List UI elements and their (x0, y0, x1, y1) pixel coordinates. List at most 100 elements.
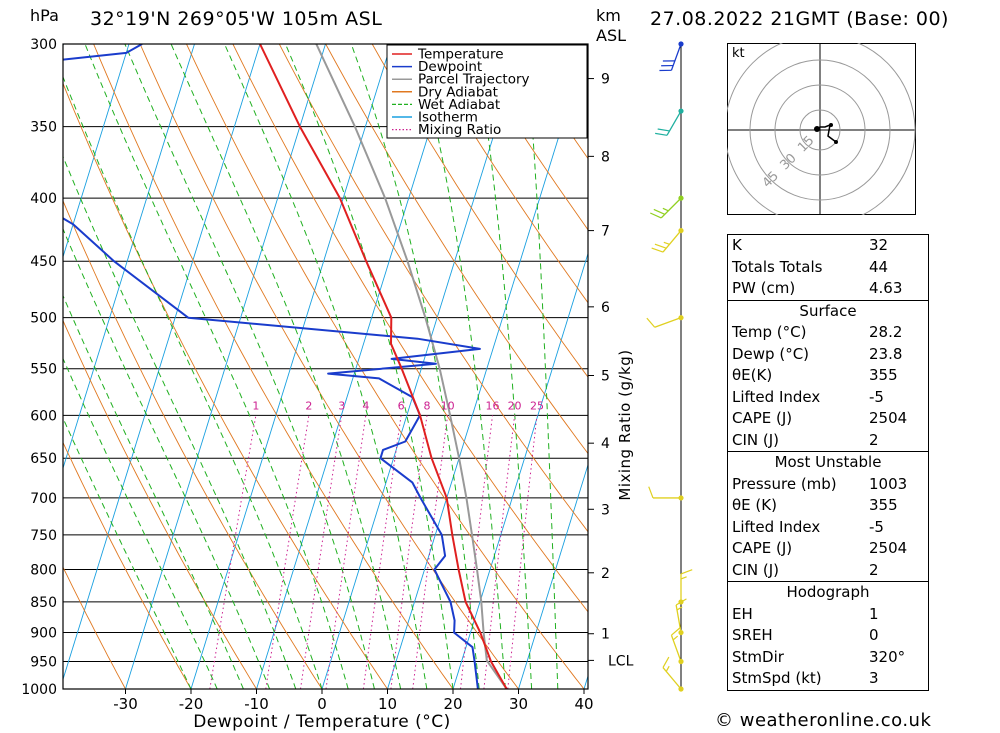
wet-adiabat-line (84, 44, 349, 689)
dry-adiabat-line (186, 44, 585, 689)
station-location: 32°19'N 269°05'W 105m ASL (90, 8, 383, 30)
dry-adiabat-line (371, 44, 588, 378)
pressure-tick-label: 350 (30, 120, 57, 136)
mu-thetae: θE (K) 355 (732, 496, 898, 514)
km-tick-label: 4 (601, 436, 610, 452)
copyright-link[interactable]: © weatheronline.co.uk (715, 710, 932, 731)
dry-adiabat-line (464, 44, 588, 231)
hodograph-block: Hodograph EH 1 SREH 0 StmDir 320° StmSpd (k… (728, 581, 928, 690)
pressure-tick-label: 900 (30, 626, 57, 642)
wind-barb-feather (646, 317, 656, 328)
dry-adiabat-line (232, 44, 588, 613)
mixing-ratio-label: 16 (486, 399, 500, 412)
pressure-tick-label: 750 (30, 528, 57, 544)
isotherm-line (321, 44, 523, 689)
plot-frame (62, 43, 589, 690)
hodograph-unit-label: kt (732, 46, 745, 61)
isotherm-line (63, 44, 130, 259)
wind-barb-staff (660, 197, 682, 219)
km-axis: 1 2 3 4 5 6 7 8 9 LCL (588, 72, 634, 669)
pressure-tick-label: 950 (30, 655, 57, 671)
wind-barb-feather (671, 626, 681, 636)
temperature-line (259, 44, 508, 689)
wind-barb-half-feather (663, 241, 670, 245)
dry-adiabat-line (93, 44, 454, 689)
pressure-axis: 300 350 400 450 500 550 600 650 700 750 800 850 900 9… (21, 37, 57, 698)
isotherm-line (650, 44, 701, 689)
x-axis-title: Dewpoint / Temperature (°C) (193, 712, 451, 732)
hodograph-point (829, 123, 833, 127)
temperature-tick-label: -10 (244, 695, 269, 713)
wet-adiabat-line (474, 44, 533, 689)
hodograph-ring (774, 84, 866, 176)
asl-label: ASL (596, 26, 627, 45)
mixing-ratio-label: 4 (362, 399, 369, 412)
isotherm-line (452, 252, 588, 689)
dry-adiabat-line (418, 44, 588, 304)
mixing-ratio-label: 10 (441, 399, 455, 412)
wet-adiabat-line (63, 75, 323, 689)
legend-label: Parcel Trajectory (418, 72, 530, 88)
wind-barb-dot (678, 658, 684, 665)
hodograph-ring (799, 109, 841, 151)
hodograph-point (834, 140, 838, 144)
mixing-ratio-line (325, 415, 367, 689)
dry-adiabat-line (63, 441, 192, 689)
temperature-tick-label: 40 (574, 695, 593, 713)
dry-adiabat-line (63, 566, 126, 689)
wet-adiabat-line (63, 155, 297, 689)
dry-adiabat-line (63, 199, 323, 689)
skew-t-chart: 3003504004505005506006507007508008509009… (21, 37, 701, 732)
wind-barb-staff (666, 110, 682, 136)
wind-barb-half-feather (672, 635, 679, 641)
dewpoint-line (63, 44, 481, 689)
wind-barb-column (646, 41, 693, 692)
wind-barb-feather (662, 656, 670, 668)
mixing-ratio-labels: 1 2 3 4 6 8 10 16 20 25 (252, 399, 544, 412)
pressure-tick-label: 650 (30, 451, 57, 467)
km-axis-label: km (596, 6, 621, 25)
wind-barb-feather (657, 128, 670, 132)
legend-label: Temperature (417, 47, 504, 63)
pressure-tick-label: 700 (30, 491, 57, 507)
mixing-ratio-label: 3 (338, 399, 345, 412)
temperature-tick-label: -30 (113, 695, 138, 713)
dry-adiabat-line (325, 44, 588, 455)
km-tick-label: 8 (601, 149, 610, 165)
parcel-trajectory-line (315, 44, 508, 689)
hodograph-ring (727, 43, 916, 215)
dry-adiabat-line (278, 44, 588, 533)
isotherm-line (518, 463, 588, 689)
mixing-ratio-label: 8 (424, 399, 431, 412)
wet-adiabat-line (63, 227, 271, 689)
surface-title: Surface (799, 301, 857, 320)
legend-label: Mixing Ratio (418, 122, 501, 138)
legend-label: Isotherm (418, 110, 478, 126)
hodograph-title: Hodograph (786, 583, 870, 601)
pressure-tick-label: 600 (30, 408, 57, 424)
km-tick-label: 9 (601, 72, 610, 88)
mixing-ratio-label: 25 (530, 399, 544, 412)
surface-dewp: Dewp (°C) 23.8 (732, 344, 903, 363)
pressure-tick-label: 300 (30, 37, 57, 53)
surface-cape: CAPE (J) 2504 (732, 409, 908, 427)
wet-adiabat-line (224, 44, 428, 689)
temperature-tick-label: 0 (317, 695, 327, 713)
dry-adiabat-line (697, 44, 700, 689)
wind-barb-staff (662, 667, 682, 690)
mixing-ratio-label: 2 (305, 399, 312, 412)
mixing-ratio-line (209, 415, 257, 689)
mu-lifted-index: Lifted Index -5 (732, 517, 884, 536)
most-unstable-block: Most Unstable Pressure (mb) 1003 θE (K) 35… (728, 451, 928, 581)
dry-adiabat-line (139, 44, 519, 689)
wind-barb-half-feather (662, 207, 669, 212)
pressure-tick-label: 850 (30, 595, 57, 611)
mixing-ratio-label: 6 (398, 399, 405, 412)
background-lines (63, 44, 701, 689)
mixing-ratio-line (362, 415, 402, 689)
wind-barb-staff (670, 634, 682, 662)
wet-adiabat-line (170, 44, 402, 689)
sounding-profiles (63, 44, 508, 689)
